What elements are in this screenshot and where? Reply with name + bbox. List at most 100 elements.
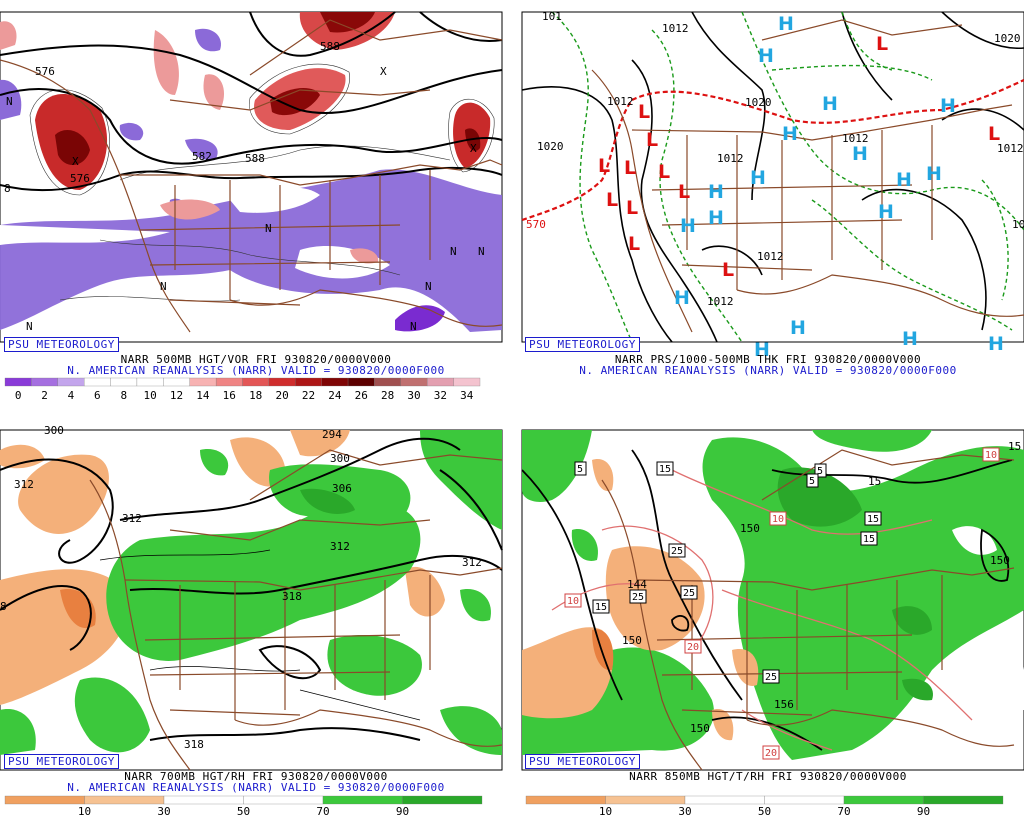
colorbar-swatch <box>295 377 322 387</box>
temperature-label: 15 <box>595 602 607 613</box>
temperature-label: 10 <box>567 596 579 607</box>
isobar-label: 1012 <box>662 22 689 35</box>
colorbar-label: 14 <box>196 389 210 402</box>
high-pressure-symbol: H <box>822 93 838 115</box>
vort-min-mark: N <box>160 280 167 293</box>
contour-label: 318 <box>282 590 302 603</box>
high-pressure-symbol: H <box>758 45 774 67</box>
temperature-label: 15 <box>867 514 879 525</box>
colorbar-swatch <box>84 377 111 387</box>
colorbar-swatch <box>84 795 165 805</box>
colorbar-swatch <box>427 377 454 387</box>
temperature-label: 10 <box>985 450 997 461</box>
vort-min-mark: N <box>410 320 417 333</box>
caption-line-1: NARR 700MB HGT/RH FRI 930820/0000V000 <box>124 770 388 783</box>
contour-label: 588 <box>245 152 265 165</box>
colorbar-label: 0 <box>14 389 22 402</box>
panel-700mb-rh: 312 312 300 294 306 312 312 318 318 300 … <box>0 410 512 820</box>
isobar-label: 1012 <box>607 95 634 108</box>
contour-label: 15 <box>868 475 881 488</box>
colorbar-swatch <box>321 377 349 387</box>
colorbar-swatch <box>31 377 58 387</box>
colorbar-swatch <box>764 795 845 805</box>
colorbar-swatch <box>163 795 244 805</box>
colorbar-rh <box>525 795 1004 805</box>
low-pressure-symbol: L <box>638 101 650 123</box>
temperature-label-box <box>684 639 702 654</box>
colorbar-label: 6 <box>94 389 101 402</box>
colorbar-swatch <box>347 377 375 387</box>
contour-label: 306 <box>332 482 352 495</box>
temperature-label-box <box>668 543 686 558</box>
colorbar-swatch <box>110 377 138 387</box>
temperature-label: 5 <box>809 476 815 487</box>
colorbar-label: 30 <box>678 805 692 818</box>
panel-850mb-temp-rh: 144 150 150 150 156 150 15 15 5 15 5 10 15 15… <box>512 410 1024 820</box>
colorbar-swatch <box>163 377 190 387</box>
colorbar-swatch <box>402 795 483 805</box>
colorbar-swatch <box>605 795 686 805</box>
high-pressure-symbol: H <box>988 333 1004 355</box>
contour-label: 144 <box>627 578 647 591</box>
temperature-label: 15 <box>659 464 671 475</box>
contour-label: 318 <box>184 738 204 751</box>
psu-meteorology-badge: PSU METEOROLOGY <box>525 754 640 769</box>
isobar-label: 1020 <box>745 96 772 109</box>
colorbar-label: 10 <box>598 805 613 818</box>
vort-min-mark: N <box>6 95 13 108</box>
isobar-label: 1020 <box>994 32 1021 45</box>
vort-max-mark: X <box>380 65 387 78</box>
isobar-label: 1012 <box>757 250 784 263</box>
colorbar-swatch <box>400 377 428 387</box>
temperature-label-box <box>982 447 1000 462</box>
colorbar-label: 4 <box>67 389 75 402</box>
temperature-label-box <box>680 585 698 600</box>
low-pressure-symbol: L <box>606 189 618 211</box>
map-500mb: 576 582 588 588 576 8 N N N N N N N N X … <box>0 11 503 343</box>
colorbar-rh <box>4 795 483 805</box>
isobar-label: 1012 <box>997 142 1024 155</box>
temperature-label-box <box>864 511 882 526</box>
colorbar-swatch <box>243 795 324 805</box>
colorbar-swatch <box>242 377 270 387</box>
colorbar-swatch <box>215 377 243 387</box>
colorbar-swatch <box>4 795 85 805</box>
colorbar-swatch <box>322 795 403 805</box>
vort-min-mark: N <box>478 245 485 258</box>
colorbar-label: 70 <box>316 805 330 818</box>
colorbar-label: 22 <box>301 389 316 402</box>
colorbar-label: 10 <box>143 389 157 402</box>
colorbar-swatch <box>57 377 85 387</box>
low-pressure-symbol: L <box>988 123 1000 145</box>
vort-max-mark: X <box>72 155 79 168</box>
colorbar-label: 10 <box>77 805 92 818</box>
temperature-label-box <box>814 463 827 478</box>
low-pressure-symbol: L <box>658 161 670 183</box>
high-pressure-symbol: H <box>878 201 894 223</box>
vort-min-mark: N <box>265 222 272 235</box>
colorbar-swatch <box>684 795 765 805</box>
contour-label: 312 <box>462 556 482 569</box>
temperature-label: 20 <box>687 642 699 653</box>
colorbar-swatch <box>923 795 1004 805</box>
panel-500mb-vorticity: 576 582 588 588 576 8 N N N N N N N N X … <box>0 0 512 410</box>
contour-label: 156 <box>774 698 794 711</box>
high-pressure-symbol: H <box>896 169 912 191</box>
isobar-label: 1020 <box>537 140 564 153</box>
low-pressure-symbol: L <box>876 33 888 55</box>
high-pressure-symbol: H <box>778 13 794 35</box>
high-pressure-symbol: H <box>902 328 918 350</box>
contour-label: 150 <box>990 554 1010 567</box>
isobar-label: 1012 <box>707 295 734 308</box>
isobar-label: 1012 <box>842 132 869 145</box>
high-pressure-symbol: H <box>940 95 956 117</box>
low-pressure-symbol: L <box>722 259 734 281</box>
colorbar-label: 30 <box>407 389 421 402</box>
high-pressure-symbol: H <box>790 317 806 339</box>
high-pressure-symbol: H <box>754 339 770 361</box>
caption-line-1: NARR 500MB HGT/VOR FRI 930820/0000V000 <box>120 353 392 366</box>
temperature-label: 25 <box>671 546 683 557</box>
vort-min-mark: N <box>425 280 432 293</box>
low-pressure-symbol: L <box>624 157 636 179</box>
contour-label: 312 <box>122 512 142 525</box>
